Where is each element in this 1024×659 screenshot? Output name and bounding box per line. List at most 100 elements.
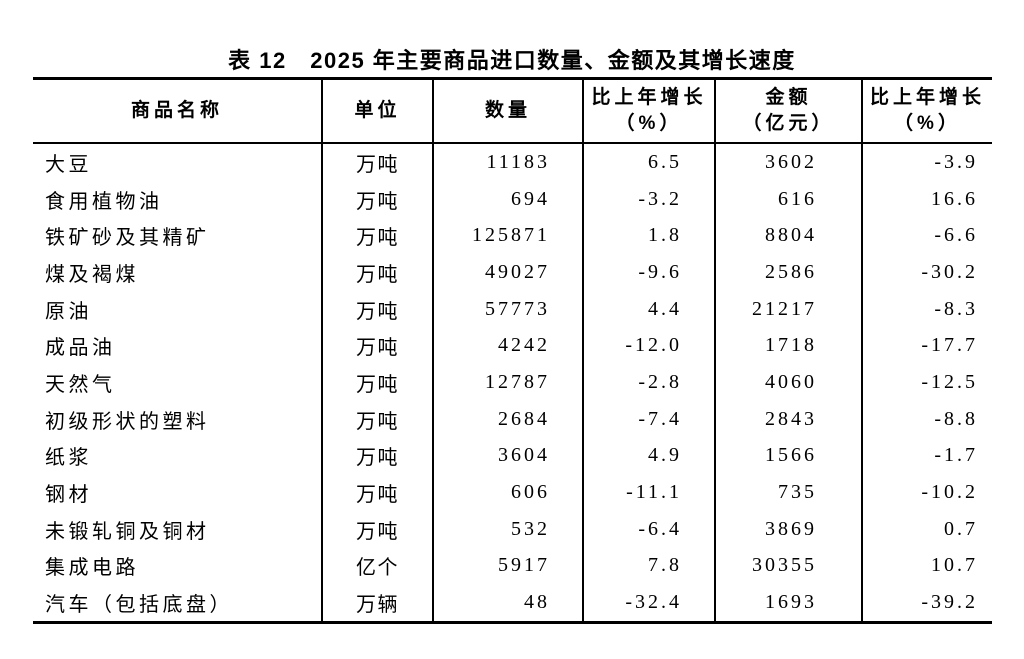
imports-table: 商品名称 单位 数量 比上年增长 （%） 金额 （亿元） 比上年增长: [33, 77, 992, 624]
cell-unit: 万吨: [321, 364, 433, 401]
cell-amount-growth: -6.6: [861, 217, 992, 255]
header-label: 数量: [484, 100, 531, 122]
cell-amount: 3602: [714, 143, 862, 181]
cell-amount: 30355: [714, 547, 862, 585]
cell-quantity-growth: 1.8: [582, 217, 715, 255]
cell-amount-growth: -30.2: [861, 254, 992, 291]
table-row: 天然气 万吨 12787 -2.8 4060 -12.5: [33, 364, 992, 401]
cell-unit: 万吨: [321, 143, 433, 181]
cell-amount: 8804: [714, 217, 862, 255]
table-row: 大豆 万吨 11183 6.5 3602 -3.9: [33, 143, 992, 181]
cell-unit: 万吨: [321, 474, 433, 511]
cell-amount-growth: -12.5: [861, 364, 992, 401]
header-unit: 单位: [321, 78, 433, 144]
table-title: 表 12 2025 年主要商品进口数量、金额及其增长速度: [228, 48, 796, 73]
cell-quantity-growth: 7.8: [582, 547, 715, 585]
cell-name: 集成电路: [45, 557, 139, 580]
cell-amount-growth: -1.7: [861, 437, 992, 475]
cell-quantity: 125871: [432, 217, 583, 255]
table-row: 食用植物油 万吨 694 -3.2 616 16.6: [33, 180, 992, 218]
cell-amount-growth: -8.8: [861, 400, 992, 438]
cell-name: 煤及褐煤: [45, 263, 139, 286]
cell-amount-growth: 16.6: [861, 180, 992, 218]
cell-amount: 2586: [714, 254, 862, 291]
table-row: 成品油 万吨 4242 -12.0 1718 -17.7: [33, 327, 992, 365]
cell-unit: 万吨: [321, 180, 433, 218]
cell-amount-growth: -8.3: [861, 290, 992, 328]
header-label: 单位: [354, 100, 401, 122]
table-row: 初级形状的塑料 万吨 2684 -7.4 2843 -8.8: [33, 400, 992, 438]
cell-name: 原油: [45, 300, 92, 323]
cell-quantity-growth: -3.2: [582, 180, 715, 218]
cell-name: 铁矿砂及其精矿: [45, 227, 210, 250]
header-label-line1: 比上年增长: [591, 87, 707, 109]
cell-amount: 21217: [714, 290, 862, 328]
header-label-line2: （亿元）: [742, 113, 835, 134]
cell-quantity: 11183: [432, 143, 583, 181]
cell-quantity: 57773: [432, 290, 583, 328]
cell-quantity: 4242: [432, 327, 583, 365]
header-label: 商品名称: [130, 100, 223, 122]
table-row: 纸浆 万吨 3604 4.9 1566 -1.7: [33, 437, 992, 475]
cell-unit: 万吨: [321, 510, 433, 548]
cell-name: 大豆: [45, 153, 92, 176]
cell-amount: 616: [714, 180, 862, 218]
table-row: 汽车（包括底盘） 万辆 48 -32.4 1693 -39.2: [33, 584, 992, 623]
cell-name: 初级形状的塑料: [45, 410, 210, 433]
table-header: 商品名称 单位 数量 比上年增长 （%） 金额 （亿元） 比上年增长: [33, 78, 992, 144]
cell-quantity-growth: 6.5: [582, 143, 715, 181]
cell-quantity: 3604: [432, 437, 583, 475]
header-label-line2: （%）: [615, 113, 683, 134]
cell-quantity-growth: 4.4: [582, 290, 715, 328]
cell-amount-growth: -39.2: [861, 584, 992, 623]
cell-quantity: 12787: [432, 364, 583, 401]
cell-quantity: 49027: [432, 254, 583, 291]
cell-quantity-growth: -12.0: [582, 327, 715, 365]
cell-amount-growth: -10.2: [861, 474, 992, 511]
table-row: 铁矿砂及其精矿 万吨 125871 1.8 8804 -6.6: [33, 217, 992, 255]
cell-amount-growth: -3.9: [861, 143, 992, 181]
cell-quantity-growth: -7.4: [582, 400, 715, 438]
cell-quantity-growth: -32.4: [582, 584, 715, 623]
cell-quantity-growth: -11.1: [582, 474, 715, 511]
cell-unit: 亿个: [321, 547, 433, 585]
cell-quantity-growth: -2.8: [582, 364, 715, 401]
cell-unit: 万吨: [321, 400, 433, 438]
cell-name: 天然气: [45, 373, 116, 396]
cell-name: 汽车（包括底盘）: [45, 594, 233, 617]
header-commodity-name: 商品名称: [33, 78, 322, 144]
cell-name: 食用植物油: [45, 190, 163, 213]
header-amount: 金额 （亿元）: [714, 78, 862, 144]
cell-unit: 万辆: [321, 584, 433, 623]
cell-quantity: 48: [432, 584, 583, 623]
cell-amount: 4060: [714, 364, 862, 401]
cell-amount: 2843: [714, 400, 862, 438]
cell-amount: 1693: [714, 584, 862, 623]
cell-unit: 万吨: [321, 290, 433, 328]
cell-amount-growth: 10.7: [861, 547, 992, 585]
cell-name: 钢材: [45, 484, 92, 507]
cell-amount-growth: -17.7: [861, 327, 992, 365]
table-row: 钢材 万吨 606 -11.1 735 -10.2: [33, 474, 992, 511]
cell-name: 纸浆: [45, 447, 92, 470]
cell-quantity-growth: -9.6: [582, 254, 715, 291]
cell-unit: 万吨: [321, 437, 433, 475]
header-label-line1: 比上年增长: [869, 87, 985, 109]
cell-quantity: 532: [432, 510, 583, 548]
cell-name: 未锻轧铜及铜材: [45, 520, 210, 543]
table-row: 煤及褐煤 万吨 49027 -9.6 2586 -30.2: [33, 254, 992, 291]
header-label-line1: 金额: [765, 87, 812, 109]
cell-amount: 1566: [714, 437, 862, 475]
cell-name: 成品油: [45, 337, 116, 360]
header-quantity: 数量: [432, 78, 583, 144]
cell-unit: 万吨: [321, 327, 433, 365]
cell-amount-growth: 0.7: [861, 510, 992, 548]
cell-unit: 万吨: [321, 254, 433, 291]
cell-unit: 万吨: [321, 217, 433, 255]
cell-quantity: 2684: [432, 400, 583, 438]
table-body: 大豆 万吨 11183 6.5 3602 -3.9 食用植物油 万吨 694 -3.2 616 16.…: [33, 143, 992, 623]
header-row: 商品名称 单位 数量 比上年增长 （%） 金额 （亿元） 比上年增长: [33, 78, 992, 144]
cell-amount: 1718: [714, 327, 862, 365]
cell-quantity: 694: [432, 180, 583, 218]
